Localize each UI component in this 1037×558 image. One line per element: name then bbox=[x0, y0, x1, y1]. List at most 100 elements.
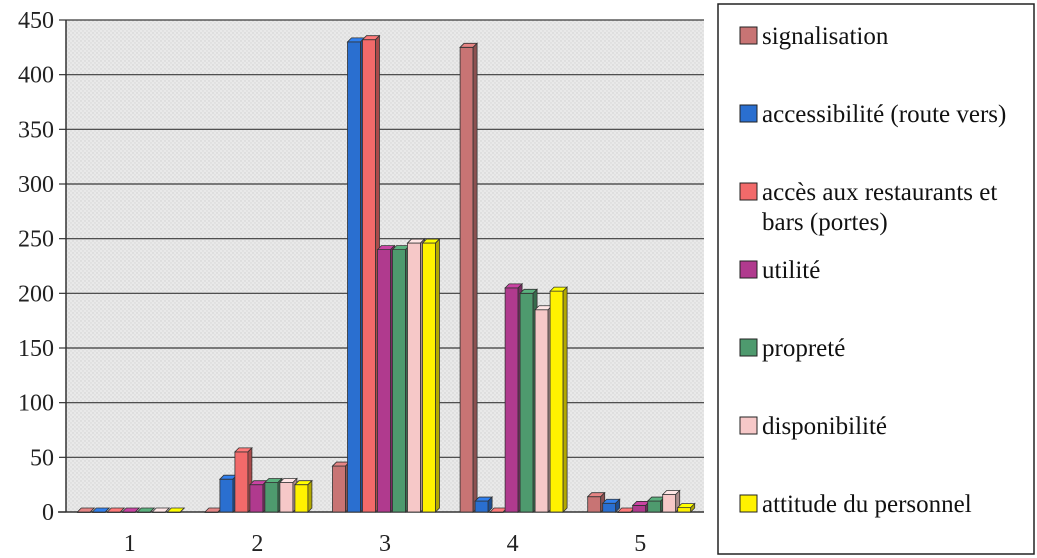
bar-front bbox=[249, 484, 264, 513]
bar bbox=[391, 244, 411, 513]
bar bbox=[106, 507, 126, 513]
bar bbox=[248, 479, 268, 513]
bar bbox=[534, 304, 554, 513]
bar-side bbox=[307, 479, 313, 513]
bar bbox=[151, 507, 171, 513]
bar-side bbox=[562, 286, 568, 513]
y-tick-label: 400 bbox=[18, 63, 54, 89]
bar-side bbox=[90, 507, 95, 513]
bar-front bbox=[294, 484, 309, 513]
x-tick-label: 2 bbox=[251, 531, 263, 557]
bar-side bbox=[487, 496, 493, 513]
bar bbox=[406, 238, 426, 513]
bar-front bbox=[647, 500, 662, 513]
legend-item: accessibilité (route vers) bbox=[739, 101, 1006, 128]
bar bbox=[278, 477, 298, 513]
legend-label: accès aux restaurants et bars (portes) bbox=[762, 179, 997, 236]
bar bbox=[76, 507, 96, 513]
bar-side bbox=[105, 507, 110, 513]
legend-swatch bbox=[739, 26, 758, 45]
legend-item: utilité bbox=[739, 257, 820, 284]
bar bbox=[136, 507, 156, 513]
y-tick-label: 250 bbox=[18, 227, 54, 253]
bar bbox=[166, 507, 186, 513]
bar-side bbox=[472, 42, 478, 513]
legend-item: signalisation bbox=[739, 23, 889, 50]
bar-front bbox=[549, 290, 564, 513]
legend-swatch bbox=[739, 182, 758, 201]
bar bbox=[646, 496, 666, 513]
legend-swatch bbox=[739, 260, 758, 279]
bar-front bbox=[662, 494, 677, 513]
legend: signalisation accessibilité (route vers) a… bbox=[739, 23, 1006, 518]
bar-side bbox=[165, 507, 170, 513]
bar bbox=[676, 502, 696, 513]
y-tick-label: 150 bbox=[18, 336, 54, 362]
bar bbox=[474, 496, 494, 513]
bar-front bbox=[474, 500, 489, 513]
y-tick-labels: 0 50 100 150 200 250 300 350 400 450 bbox=[18, 8, 54, 526]
bar bbox=[121, 507, 141, 513]
y-tick-label: 50 bbox=[30, 445, 54, 471]
bar-side bbox=[135, 507, 140, 513]
bar-front bbox=[279, 482, 294, 513]
bar bbox=[376, 244, 396, 513]
bar-series bbox=[76, 34, 696, 513]
legend-label: utilité bbox=[762, 257, 820, 284]
bar-front bbox=[459, 46, 474, 513]
y-tick-label: 100 bbox=[18, 391, 54, 417]
y-tick-label: 450 bbox=[18, 8, 54, 34]
bar-front bbox=[219, 478, 234, 513]
legend-label: signalisation bbox=[762, 23, 889, 50]
x-tick-label: 1 bbox=[124, 531, 136, 557]
legend-label: propreté bbox=[762, 335, 845, 362]
bar-front bbox=[602, 502, 617, 513]
x-tick-label: 4 bbox=[507, 531, 519, 557]
bar bbox=[519, 288, 539, 513]
legend-swatch bbox=[739, 416, 758, 435]
bar-front bbox=[347, 41, 361, 513]
y-tick-label: 350 bbox=[18, 117, 54, 143]
bar bbox=[361, 34, 381, 513]
legend-box bbox=[717, 3, 1035, 555]
bar bbox=[631, 500, 651, 513]
bar bbox=[263, 477, 283, 513]
bar-side bbox=[615, 498, 621, 513]
bar-front bbox=[587, 496, 602, 513]
bar-front bbox=[677, 507, 692, 513]
legend-item: propreté bbox=[739, 335, 845, 362]
legend-swatch bbox=[739, 104, 758, 123]
x-tick-label: 5 bbox=[634, 531, 646, 557]
bar bbox=[504, 282, 524, 513]
legend-label: attitude du personnel bbox=[762, 491, 972, 518]
bar-side bbox=[180, 507, 185, 513]
bar-front bbox=[422, 242, 436, 513]
y-tick-label: 200 bbox=[18, 281, 54, 307]
bar-front bbox=[264, 482, 279, 513]
bar bbox=[616, 507, 636, 513]
bar bbox=[601, 498, 621, 513]
bar-front bbox=[519, 292, 534, 513]
bar-side bbox=[150, 507, 155, 513]
x-tick-labels: 1 2 3 4 5 bbox=[124, 531, 646, 557]
bar-front bbox=[362, 39, 376, 513]
legend-label: disponibilité bbox=[762, 413, 887, 440]
bar-front bbox=[377, 249, 391, 513]
bar-side bbox=[690, 502, 696, 513]
bar bbox=[586, 491, 606, 513]
bar bbox=[293, 479, 313, 513]
bar-side bbox=[435, 238, 440, 513]
legend-item: accès aux restaurants et bars (portes) bbox=[739, 179, 997, 236]
bar-front bbox=[632, 505, 647, 513]
bar-front bbox=[407, 242, 421, 513]
legend-item: attitude du personnel bbox=[739, 491, 972, 518]
x-tick-label: 3 bbox=[379, 531, 391, 557]
legend-item: disponibilité bbox=[739, 413, 887, 440]
bar bbox=[421, 238, 441, 513]
legend-swatch bbox=[739, 338, 758, 357]
bar bbox=[459, 42, 479, 513]
bar-front bbox=[534, 309, 549, 513]
bar bbox=[233, 446, 253, 513]
bar bbox=[346, 36, 366, 513]
